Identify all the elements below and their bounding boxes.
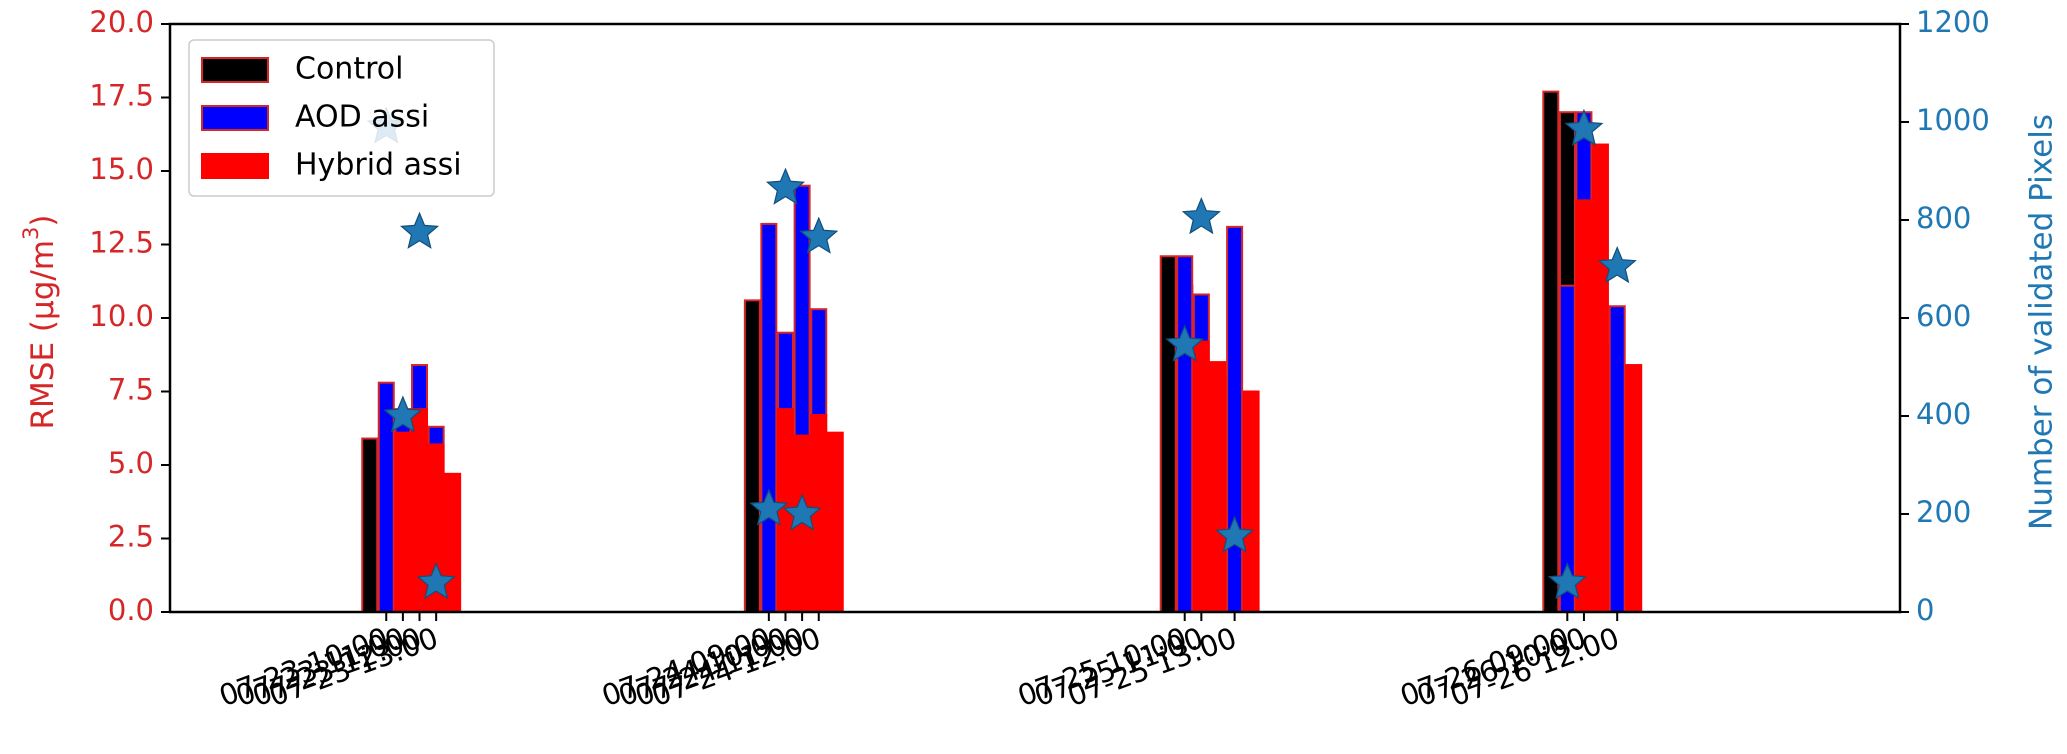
bar-hybrid-assi-13 [1625, 364, 1643, 614]
left-tick-label-1: 2.5 [108, 520, 154, 554]
right-tick-label-2: 400 [1916, 397, 1971, 431]
pixel-star-9 [1181, 196, 1221, 235]
bar-aod-assi-4 [760, 222, 778, 613]
right-tick-label-1: 200 [1916, 495, 1971, 529]
pixel-star-7 [799, 216, 839, 254]
right-axis-ticks: 0 200 400 600 800 1000 1200 [1900, 5, 1990, 627]
bar-control-4 [743, 299, 761, 613]
left-tick-label-3: 7.5 [108, 373, 154, 407]
right-axis-title: Number of validated Pixels [2024, 114, 2060, 530]
bar-hybrid-assi-10 [1242, 390, 1260, 613]
bar-hybrid-assi-12 [1591, 143, 1609, 613]
pixel-star-6 [782, 493, 822, 531]
left-tick-label-7: 17.5 [89, 79, 154, 113]
legend-swatch-0 [201, 57, 269, 83]
pixel-star-10 [1215, 515, 1255, 553]
pixel-count-markers [366, 106, 1637, 600]
pixel-star-3 [416, 562, 456, 600]
right-tick-label-0: 0 [1916, 593, 1934, 627]
bar-aod-assi-13 [1608, 305, 1626, 613]
bar-control-11 [1542, 90, 1560, 614]
left-tick-label-6: 15.0 [89, 152, 154, 186]
bar-hybrid-assi-9 [1209, 361, 1227, 613]
bars-group [361, 90, 1643, 614]
bar-hybrid-assi-3 [444, 472, 462, 613]
bar-aod-assi-10 [1226, 225, 1244, 614]
bar-hybrid-assi-0 [394, 431, 412, 613]
bar-control-8 [1159, 255, 1177, 613]
bar-aod-assi-8 [1176, 255, 1194, 613]
right-tick-label-6: 1200 [1916, 5, 1990, 39]
legend-swatch-1 [201, 105, 269, 131]
pixel-star-5 [765, 167, 806, 205]
bar-aod-assi-0 [377, 381, 395, 613]
pixel-star-12 [1564, 108, 1604, 146]
right-tick-label-3: 600 [1916, 299, 1971, 333]
bar-hybrid-assi-8 [1192, 340, 1210, 613]
left-axis-ticks: 0.0 2.5 5.0 7.5 10.0 12.5 15.0 17.5 20.0 [89, 5, 170, 627]
pixel-star-2 [399, 211, 440, 249]
left-tick-label-2: 5.0 [108, 446, 154, 480]
pixel-star-11 [1547, 562, 1587, 600]
left-tick-label-4: 10.0 [89, 299, 154, 333]
bar-hybrid-assi-11 [1575, 199, 1593, 613]
legend-label-0: Control [295, 52, 403, 87]
pixel-star-8 [1165, 324, 1205, 362]
pixel-star-13 [1597, 245, 1637, 284]
right-tick-label-5: 1000 [1916, 103, 1990, 137]
bar-control-0 [361, 437, 379, 614]
legend-label-1: AOD assi [295, 100, 429, 135]
pixel-star-1 [383, 395, 423, 433]
pixel-star-4 [749, 488, 789, 526]
left-tick-label-8: 20.0 [89, 5, 154, 39]
legend-swatch-2 [201, 153, 269, 179]
bar-hybrid-assi-7 [826, 431, 844, 613]
left-axis-title: RMSE (μg/m3) [19, 214, 61, 429]
left-tick-label-0: 0.0 [108, 593, 154, 627]
right-tick-label-4: 800 [1916, 201, 1971, 235]
legend-label-2: Hybrid assi [295, 148, 462, 183]
legend: Control AOD assi Hybrid assi [188, 39, 495, 197]
left-tick-label-5: 12.5 [89, 226, 154, 260]
